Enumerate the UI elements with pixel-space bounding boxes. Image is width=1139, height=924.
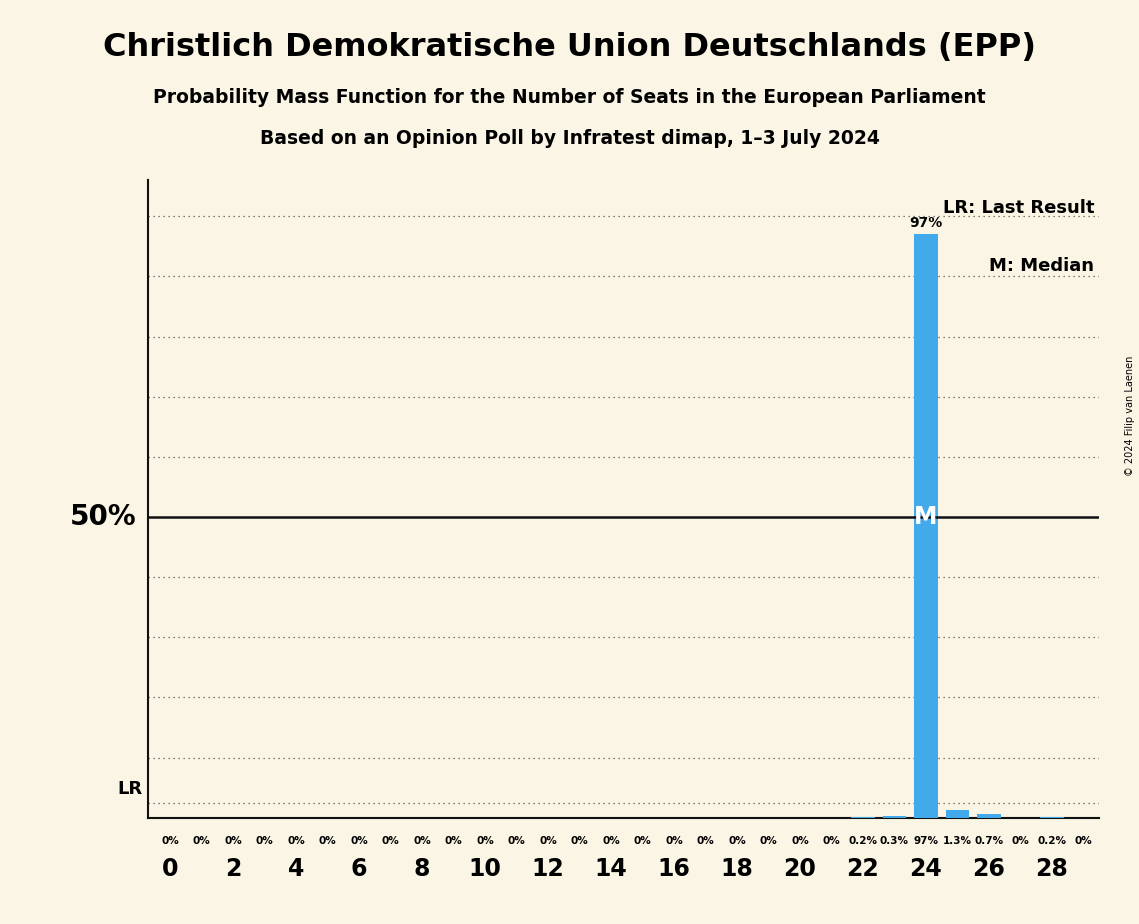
Text: 0%: 0%	[792, 835, 809, 845]
Text: LR: LR	[117, 780, 142, 798]
Text: 0%: 0%	[760, 835, 777, 845]
Text: 0%: 0%	[382, 835, 400, 845]
Text: 0.2%: 0.2%	[849, 835, 877, 845]
Text: 50%: 50%	[71, 503, 137, 531]
Text: 0%: 0%	[822, 835, 841, 845]
Text: 0%: 0%	[444, 835, 462, 845]
Text: 0%: 0%	[603, 835, 620, 845]
Text: 0%: 0%	[224, 835, 241, 845]
Text: 0%: 0%	[508, 835, 525, 845]
Text: 0%: 0%	[539, 835, 557, 845]
Text: 0.7%: 0.7%	[974, 835, 1003, 845]
Text: LR: Last Result: LR: Last Result	[943, 200, 1095, 217]
Text: © 2024 Filip van Laenen: © 2024 Filip van Laenen	[1125, 356, 1134, 476]
Text: 0%: 0%	[697, 835, 714, 845]
Text: 0%: 0%	[319, 835, 336, 845]
Text: 0%: 0%	[287, 835, 305, 845]
Bar	[851, 817, 875, 818]
Bar	[883, 816, 907, 818]
Text: Probability Mass Function for the Number of Seats in the European Parliament: Probability Mass Function for the Number…	[153, 88, 986, 107]
Bar	[977, 813, 1001, 818]
Text: 0%: 0%	[571, 835, 589, 845]
Text: 0%: 0%	[350, 835, 368, 845]
Text: 0%: 0%	[162, 835, 179, 845]
Text: 0%: 0%	[665, 835, 683, 845]
Text: 0%: 0%	[1011, 835, 1030, 845]
Text: 0%: 0%	[728, 835, 746, 845]
Text: 0%: 0%	[413, 835, 431, 845]
Text: 0%: 0%	[1074, 835, 1092, 845]
Text: 97%: 97%	[913, 835, 939, 845]
Text: 0.2%: 0.2%	[1038, 835, 1066, 845]
Text: 0.3%: 0.3%	[880, 835, 909, 845]
Text: 0%: 0%	[476, 835, 494, 845]
Bar	[915, 235, 937, 818]
Text: Based on an Opinion Poll by Infratest dimap, 1–3 July 2024: Based on an Opinion Poll by Infratest di…	[260, 129, 879, 149]
Bar	[945, 810, 969, 818]
Text: M: M	[915, 505, 937, 529]
Text: 1.3%: 1.3%	[943, 835, 972, 845]
Text: 97%: 97%	[909, 215, 943, 229]
Text: M: Median: M: Median	[990, 257, 1095, 274]
Text: 0%: 0%	[633, 835, 652, 845]
Text: 0%: 0%	[192, 835, 211, 845]
Text: 0%: 0%	[256, 835, 273, 845]
Bar	[1040, 817, 1064, 818]
Text: Christlich Demokratische Union Deutschlands (EPP): Christlich Demokratische Union Deutschla…	[103, 32, 1036, 64]
